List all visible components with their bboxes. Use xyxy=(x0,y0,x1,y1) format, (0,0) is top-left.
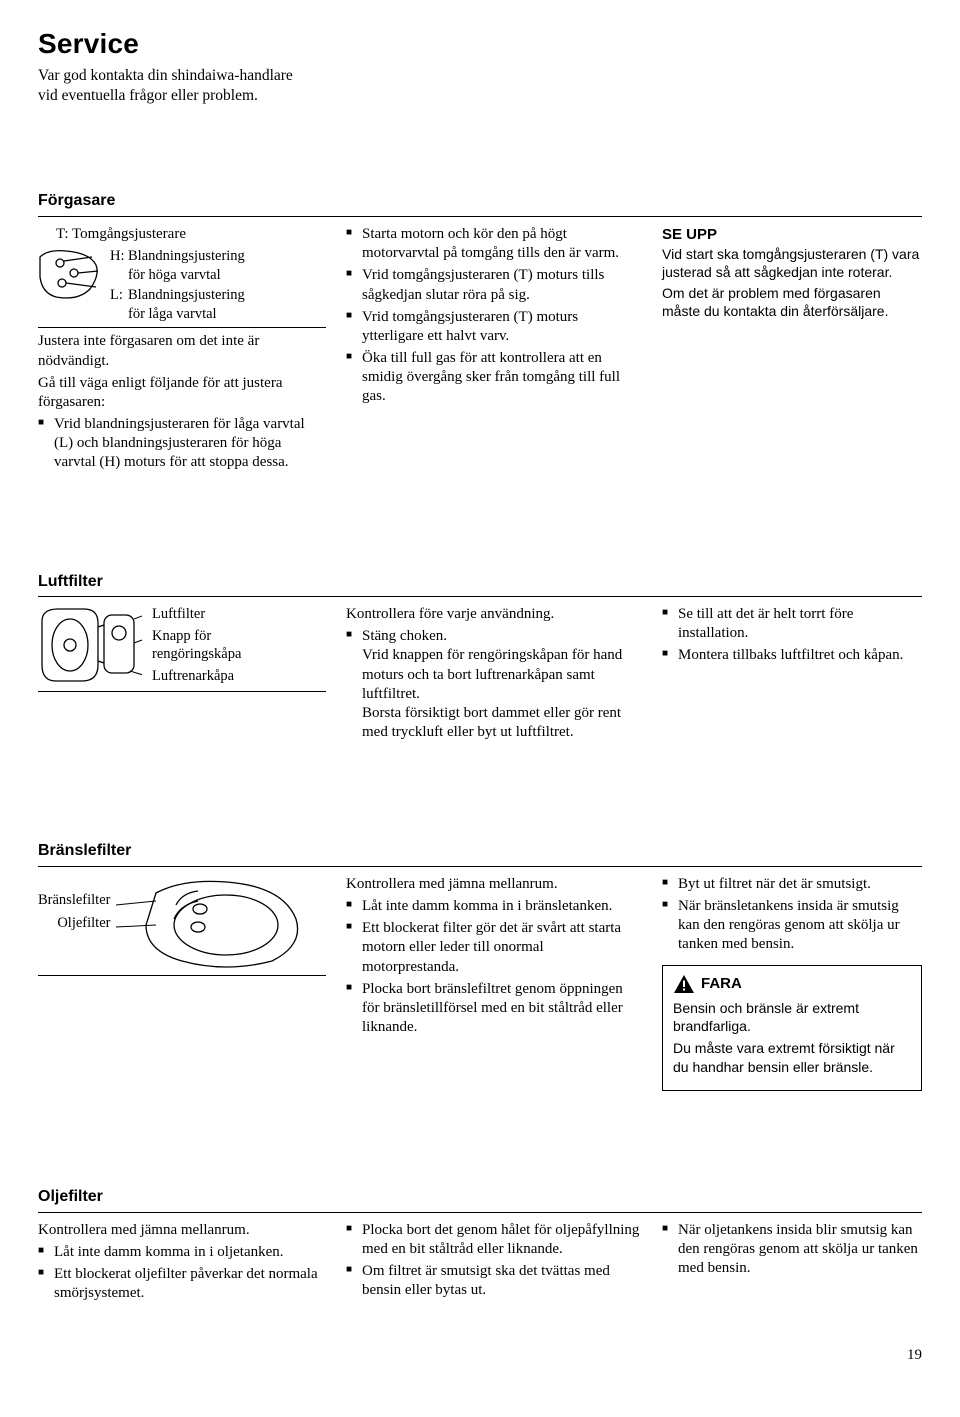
bransle-col-b: Kontrollera med jämna mellanrum. Låt int… xyxy=(346,875,642,1091)
intro-line-2: vid eventuella frågor eller problem. xyxy=(38,87,258,104)
label-h-text1: Blandningsjustering xyxy=(128,248,245,264)
seupp-p1: Vid start ska tomgångsjusteraren (T) var… xyxy=(662,246,922,282)
seupp-title: SE UPP xyxy=(662,225,922,244)
list-item: Om filtret är smutsigt ska det tvättas m… xyxy=(346,1262,642,1300)
luftfilter-b-p1: Kontrollera före varje användning. xyxy=(346,605,642,624)
danger-box: FARA Bensin och bränsle är extremt brand… xyxy=(662,965,922,1091)
forgasare-col-b: Starta motorn och kör den på högt motorv… xyxy=(346,225,642,476)
danger-p2: Du måste vara extremt försiktigt när du … xyxy=(673,1039,911,1077)
list-item: Stäng choken. Vrid knappen för rengöring… xyxy=(346,627,642,742)
section-rule xyxy=(38,1212,922,1213)
forgasare-p1: Justera inte förgasaren om det inte är n… xyxy=(38,332,326,370)
olje-col-a: Kontrollera med jämna mellanrum. Låt int… xyxy=(38,1221,326,1307)
olje-col-b: Plocka bort det genom hålet för oljepåfy… xyxy=(346,1221,642,1307)
label-l-text1: Blandningsjustering xyxy=(128,287,245,303)
warning-icon xyxy=(673,974,695,994)
guide-rule xyxy=(38,691,326,692)
fuel-filter-diagram-icon xyxy=(116,875,306,971)
label-l-text2: för låga varvtal xyxy=(128,306,217,322)
forgasare-col-a: T: Tomgångsjusterare H: Blandningsjust xyxy=(38,225,326,476)
bransle-col-c: Byt ut filtret när det är smutsigt. När … xyxy=(662,875,922,1091)
section-branslefilter: Bränslefilter Bränslefilter Oljefilter xyxy=(38,841,922,1091)
section-oljefilter: Oljefilter Kontrollera med jämna mellanr… xyxy=(38,1187,922,1306)
list-item: Starta motorn och kör den på högt motorv… xyxy=(346,225,642,263)
danger-title: FARA xyxy=(701,974,742,993)
list-item: Plocka bort det genom hålet för oljepåfy… xyxy=(346,1221,642,1259)
air-label-1: Luftfilter xyxy=(152,605,241,623)
list-item: När oljetankens insida blir smutsig kan … xyxy=(662,1221,922,1279)
list-item: Plocka bort bränslefiltret genom öppning… xyxy=(346,980,642,1038)
luftfilter-col-c: Se till att det är helt torrt före insta… xyxy=(662,605,922,745)
list-item: Låt inte damm komma in i oljetanken. xyxy=(38,1243,326,1262)
list-item: Vrid tomgångsjusteraren (T) moturs tills… xyxy=(346,266,642,304)
list-item: Montera tillbaks luftfiltret och kåpan. xyxy=(662,646,922,665)
section-rule xyxy=(38,866,922,867)
luftfilter-col-b: Kontrollera före varje användning. Stäng… xyxy=(346,605,642,745)
page-number: 19 xyxy=(38,1346,922,1365)
label-l: L: xyxy=(110,286,128,305)
forgasare-col-c: SE UPP Vid start ska tomgångsjusteraren … xyxy=(662,225,922,476)
list-item: Vrid blandningsjusteraren för låga varvt… xyxy=(38,415,326,473)
list-item: Ett blockerat oljefilter påverkar det no… xyxy=(38,1265,326,1303)
section-heading: Bränslefilter xyxy=(38,841,922,861)
forgasare-a-bullets: Vrid blandningsjusteraren för låga varvt… xyxy=(38,415,326,473)
olje-col-c: När oljetankens insida blir smutsig kan … xyxy=(662,1221,922,1307)
section-heading: Förgasare xyxy=(38,191,922,211)
fuel-label-1: Bränslefilter xyxy=(38,889,110,912)
luftfilter-col-a: Luftfilter Knapp för rengöringskåpa Luftr… xyxy=(38,605,326,745)
section-heading: Luftfilter xyxy=(38,572,922,592)
section-heading: Oljefilter xyxy=(38,1187,922,1207)
bransle-col-a: Bränslefilter Oljefilter xyxy=(38,875,326,1091)
list-item: Se till att det är helt torrt före insta… xyxy=(662,605,922,643)
guide-t-label: T: Tomgångsjusterare xyxy=(56,225,326,244)
seupp-p2: Om det är problem med förgasaren måste d… xyxy=(662,285,922,321)
section-rule xyxy=(38,596,922,597)
list-item: När bränsletankens insida är smutsig kan… xyxy=(662,897,922,955)
air-label-3: Luftrenarkåpa xyxy=(152,667,241,685)
guide-rule xyxy=(38,975,326,976)
danger-p1: Bensin och bränsle är extremt brandfarli… xyxy=(673,999,911,1037)
intro-line-1: Var god kontakta din shindaiwa-handlare xyxy=(38,67,293,84)
section-rule xyxy=(38,216,922,217)
bransle-b-p1: Kontrollera med jämna mellanrum. xyxy=(346,875,642,894)
page-title: Service xyxy=(38,26,922,62)
list-item: Vrid tomgångsjusteraren (T) moturs ytter… xyxy=(346,308,642,346)
label-h-text2: för höga varvtal xyxy=(128,267,221,283)
carburetor-diagram-icon xyxy=(38,247,104,303)
air-label-2b: rengöringskåpa xyxy=(152,646,241,662)
air-label-2a: Knapp för xyxy=(152,628,211,644)
list-item: Byt ut filtret när det är smutsigt. xyxy=(662,875,922,894)
air-filter-diagram-icon xyxy=(38,605,142,687)
section-forgasare: Förgasare T: Tomgångsjusterare H: xyxy=(38,191,922,475)
intro: Var god kontakta din shindaiwa-handlare … xyxy=(38,66,338,106)
forgasare-p2: Gå till väga enligt följande för att jus… xyxy=(38,374,326,412)
guide-rule xyxy=(38,327,326,328)
olje-a-p1: Kontrollera med jämna mellanrum. xyxy=(38,1221,326,1240)
label-h: H: xyxy=(110,247,128,266)
list-item: Ett blockerat filter gör det är svårt at… xyxy=(346,919,642,977)
section-luftfilter: Luftfilter xyxy=(38,572,922,746)
list-item: Öka till full gas för att kontrollera at… xyxy=(346,349,642,407)
list-item: Låt inte damm komma in i bränsletanken. xyxy=(346,897,642,916)
fuel-label-2: Oljefilter xyxy=(38,912,110,935)
